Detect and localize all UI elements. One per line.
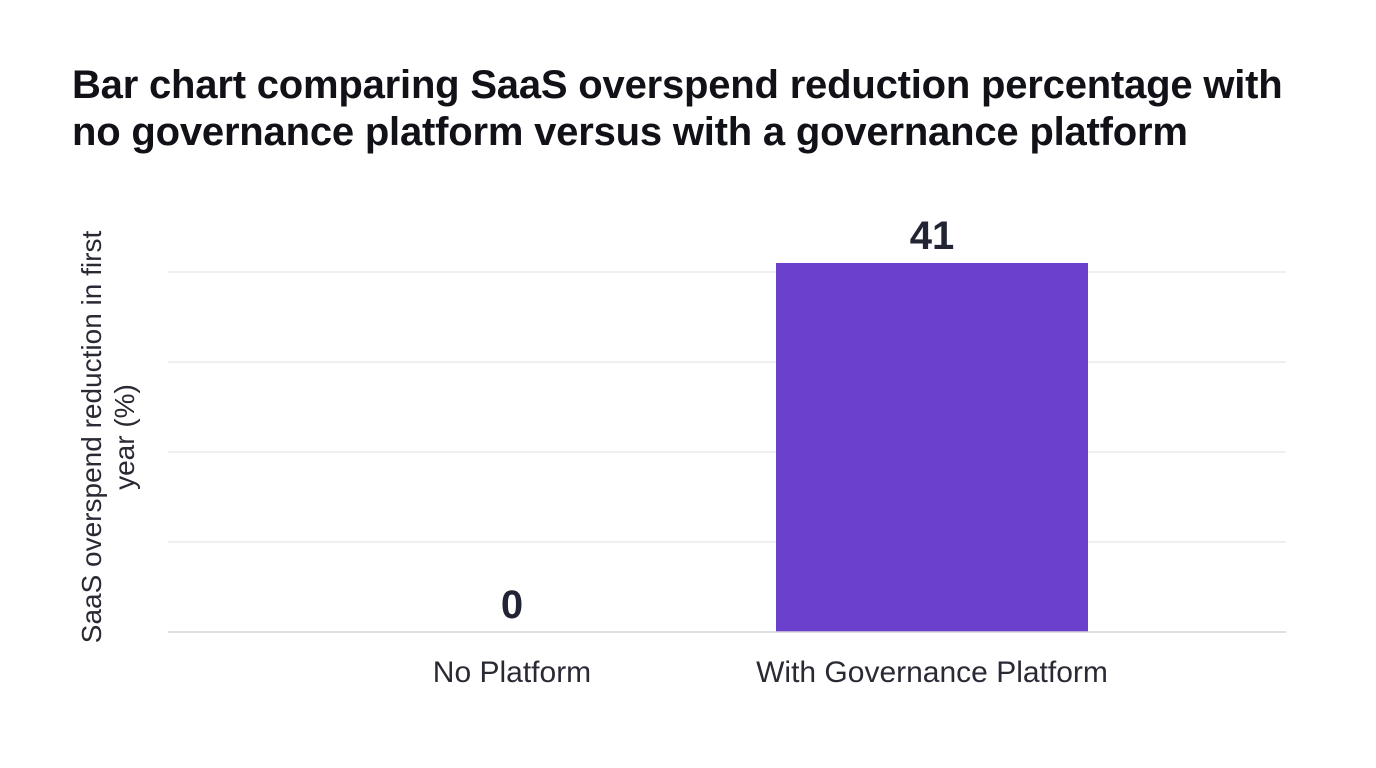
category-label: No Platform [433, 656, 591, 689]
data-labels: 0 41 [501, 214, 954, 627]
gridlines [168, 271, 1286, 543]
chart-title: Bar chart comparing SaaS overspend reduc… [72, 63, 1283, 154]
category-labels: No Platform With Governance Platform [433, 656, 1108, 689]
bar-with-governance-platform [776, 263, 1088, 632]
data-label: 0 [501, 583, 523, 627]
category-label: With Governance Platform [756, 656, 1108, 689]
data-label: 41 [910, 214, 955, 258]
bars [776, 263, 1088, 632]
